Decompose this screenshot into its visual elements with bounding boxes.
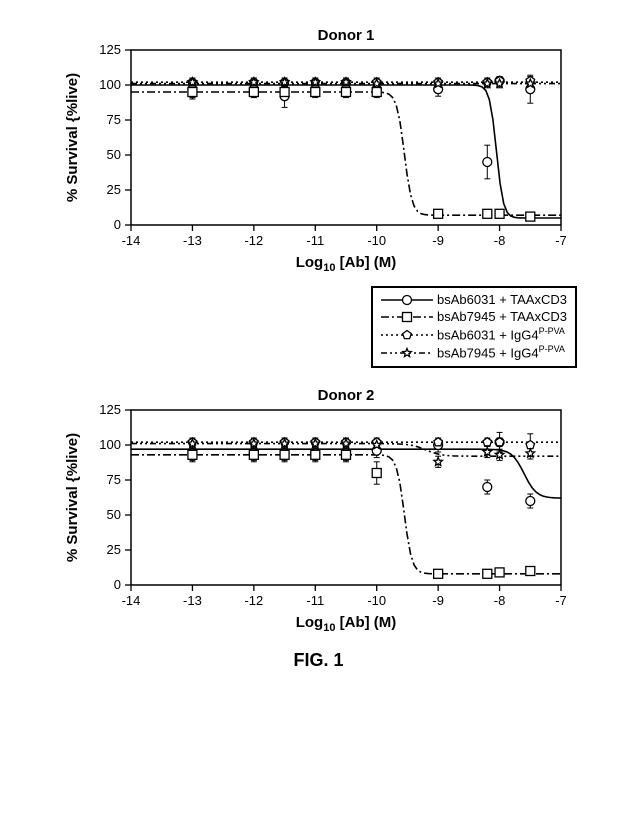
x-tick-label: -14 [121, 593, 140, 608]
y-tick-label: 75 [106, 112, 120, 127]
legend-label: bsAb6031 + TAAxCD3 [437, 292, 567, 309]
x-tick-label: -10 [367, 593, 386, 608]
y-tick-label: 25 [106, 182, 120, 197]
x-tick-label: -10 [367, 233, 386, 248]
x-tick-label: -9 [432, 593, 444, 608]
x-tick-label: -8 [493, 233, 505, 248]
x-tick-label: -12 [244, 593, 263, 608]
legend-item: bsAb7945 + IgG4P-PVA [381, 344, 567, 362]
x-tick-label: -8 [493, 593, 505, 608]
legend-item: bsAb7945 + TAAxCD3 [381, 309, 567, 326]
y-tick-label: 50 [106, 507, 120, 522]
y-tick-label: 0 [113, 217, 120, 232]
legend-label: bsAb7945 + TAAxCD3 [437, 309, 567, 326]
y-tick-label: 50 [106, 147, 120, 162]
chart-donor-2: Donor 2 -14 -13 -12 -11 -10 -9 -8 -7 0 25 50 75 100 12… [59, 380, 579, 640]
legend: bsAb6031 + TAAxCD3bsAb7945 + TAAxCD3bsAb… [371, 286, 577, 368]
x-tick-label: -14 [121, 233, 140, 248]
y-tick-label: 0 [113, 577, 120, 592]
x-tick-label: -11 [306, 593, 324, 608]
figure-caption: FIG. 1 [293, 650, 343, 671]
chart-title: Donor 2 [317, 387, 374, 404]
x-tick-label: -13 [183, 233, 202, 248]
legend-item: bsAb6031 + IgG4P-PVA [381, 326, 567, 344]
plot-area [131, 410, 561, 585]
legend-label: bsAb6031 + IgG4P-PVA [437, 326, 565, 344]
y-tick-label: 100 [99, 77, 121, 92]
x-tick-label: -13 [183, 593, 202, 608]
legend-item: bsAb6031 + TAAxCD3 [381, 292, 567, 309]
y-tick-label: 125 [99, 42, 121, 57]
y-axis-label: % Survival {%live) [64, 433, 81, 562]
chart-title: Donor 1 [317, 27, 374, 44]
legend-label: bsAb7945 + IgG4P-PVA [437, 344, 565, 362]
y-tick-label: 100 [99, 437, 121, 452]
chart-donor-1: Donor 1 -14 -13 -12 -11 -10 -9 -8 -7 0 25 50 75 100 12… [59, 20, 579, 280]
figure-container: Donor 1 -14 -13 -12 -11 -10 -9 -8 -7 0 25 50 75 100 12… [20, 20, 617, 671]
y-tick-label: 75 [106, 472, 120, 487]
y-axis-label: % Survival {%live) [64, 73, 81, 202]
x-axis-label: Log10 [Ab] (M) [295, 614, 396, 634]
x-tick-label: -7 [555, 233, 567, 248]
x-tick-label: -9 [432, 233, 444, 248]
x-tick-label: -7 [555, 593, 567, 608]
x-tick-label: -11 [306, 233, 324, 248]
y-tick-label: 25 [106, 542, 120, 557]
y-tick-label: 125 [99, 402, 121, 417]
x-tick-label: -12 [244, 233, 263, 248]
x-axis-label: Log10 [Ab] (M) [295, 254, 396, 274]
